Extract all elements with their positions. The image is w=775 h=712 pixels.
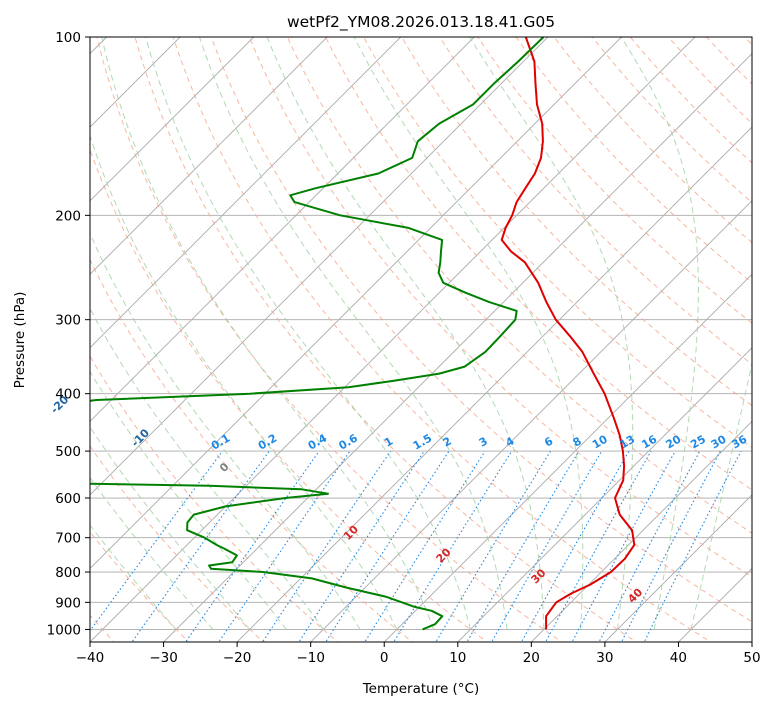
x-tick-label: −20 — [223, 650, 252, 666]
y-tick-label: 100 — [55, 30, 81, 46]
x-tick-label: 10 — [449, 650, 466, 666]
x-tick-label: −30 — [149, 650, 178, 666]
x-tick-label: 0 — [380, 650, 389, 666]
y-tick-label: 700 — [55, 531, 81, 547]
y-tick-label: 600 — [55, 491, 81, 507]
y-tick-label: 400 — [55, 387, 81, 403]
y-tick-label: 800 — [55, 565, 81, 581]
y-tick-label: 1000 — [47, 622, 81, 638]
y-axis-label: Pressure (hPa) — [12, 292, 28, 389]
x-tick-label: −40 — [76, 650, 105, 666]
y-tick-label: 300 — [55, 313, 81, 329]
x-tick-label: 30 — [596, 650, 613, 666]
y-tick-label: 900 — [55, 595, 81, 611]
chart-title: wetPf2_YM08.2026.013.18.41.G05 — [287, 13, 555, 32]
y-tick-label: 500 — [55, 444, 81, 460]
x-tick-label: −10 — [296, 650, 325, 666]
x-axis-label: Temperature (°C) — [362, 681, 480, 697]
x-tick-label: 20 — [523, 650, 540, 666]
y-tick-label: 200 — [55, 208, 81, 224]
x-tick-label: 40 — [670, 650, 687, 666]
x-tick-label: 50 — [743, 650, 760, 666]
